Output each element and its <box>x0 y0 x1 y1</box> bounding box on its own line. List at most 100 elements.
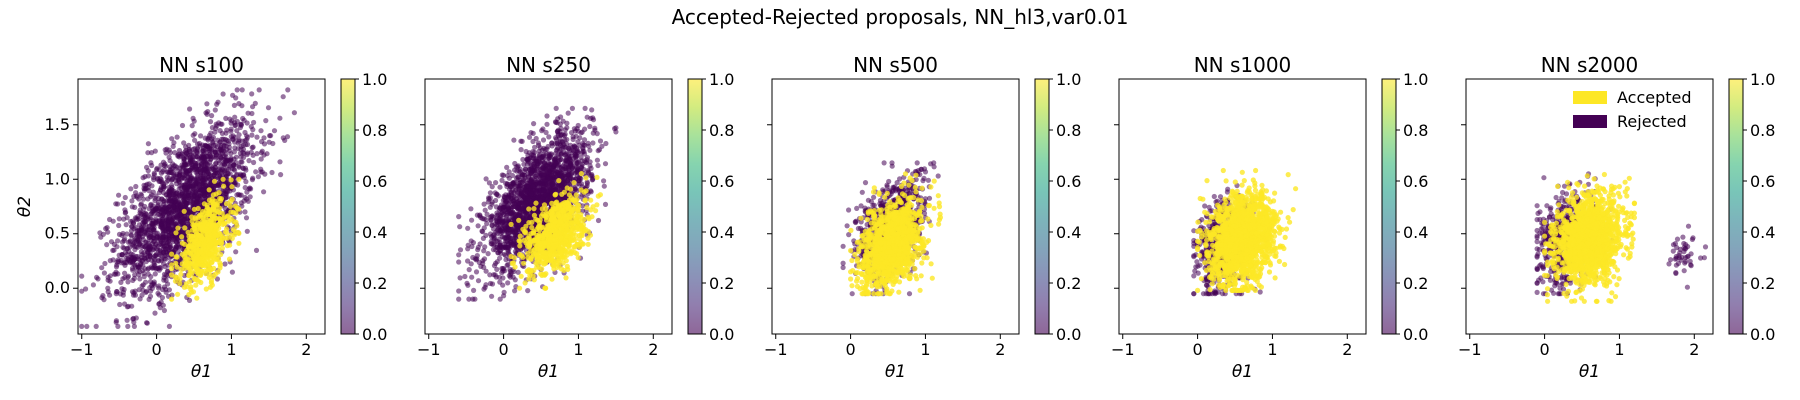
point-rejected <box>228 151 234 157</box>
point-rejected <box>590 117 597 123</box>
point-accepted <box>169 251 175 257</box>
point-rejected <box>104 225 110 231</box>
point-rejected <box>533 158 540 164</box>
point-rejected <box>236 132 242 138</box>
point-rejected <box>147 279 154 285</box>
point-accepted <box>218 251 224 258</box>
point-rejected <box>176 173 182 179</box>
point-rejected <box>232 167 238 173</box>
point-accepted <box>212 243 218 250</box>
point-accepted <box>207 251 213 257</box>
point-rejected <box>258 169 264 175</box>
point-rejected <box>602 161 609 167</box>
point-rejected <box>547 176 553 182</box>
point-rejected <box>205 137 211 143</box>
point-rejected <box>155 212 161 218</box>
point-rejected <box>214 182 220 188</box>
point-rejected <box>143 219 149 225</box>
point-rejected <box>504 164 510 170</box>
point-rejected <box>178 230 184 236</box>
point-rejected <box>187 106 193 112</box>
point-accepted <box>217 262 223 268</box>
point-rejected <box>497 184 503 190</box>
point-rejected <box>572 152 578 158</box>
point-rejected <box>495 250 501 256</box>
point-rejected <box>113 319 119 325</box>
point-accepted <box>220 176 226 182</box>
point-rejected <box>468 261 474 267</box>
point-rejected <box>539 165 545 171</box>
point-rejected <box>465 282 471 288</box>
point-rejected <box>572 143 578 150</box>
point-rejected <box>518 206 524 212</box>
point-rejected <box>262 171 268 177</box>
point-rejected <box>250 152 256 158</box>
point-accepted <box>209 282 215 288</box>
point-rejected <box>562 131 568 137</box>
point-rejected <box>168 166 174 172</box>
point-rejected <box>192 160 198 166</box>
point-rejected <box>183 162 189 168</box>
point-rejected <box>122 194 128 201</box>
point-rejected <box>145 240 151 246</box>
point-rejected <box>507 186 513 192</box>
point-rejected <box>114 289 120 295</box>
point-rejected <box>207 148 213 154</box>
point-rejected <box>515 164 521 170</box>
point-rejected <box>140 175 146 181</box>
point-rejected <box>90 282 96 288</box>
point-rejected <box>233 154 239 160</box>
point-rejected <box>457 224 463 230</box>
point-rejected <box>543 129 549 136</box>
point-accepted <box>169 296 175 302</box>
point-rejected <box>267 133 273 139</box>
point-rejected <box>184 201 190 207</box>
point-rejected <box>251 119 257 126</box>
point-rejected <box>261 189 267 195</box>
point-rejected <box>521 161 527 167</box>
point-rejected <box>574 165 580 171</box>
point-rejected <box>505 280 511 286</box>
point-rejected <box>546 134 552 140</box>
point-rejected <box>132 204 138 210</box>
point-rejected <box>481 225 487 231</box>
point-rejected <box>210 134 216 140</box>
point-rejected <box>569 164 576 170</box>
point-rejected <box>494 210 500 216</box>
point-rejected <box>523 148 529 155</box>
x-tick-label: 2 <box>301 340 311 359</box>
point-rejected <box>527 167 533 173</box>
point-rejected <box>509 210 515 216</box>
point-rejected <box>131 193 137 200</box>
point-rejected <box>481 286 487 292</box>
point-accepted <box>236 240 242 246</box>
point-rejected <box>521 184 527 190</box>
point-rejected <box>491 232 497 238</box>
point-rejected <box>277 115 283 121</box>
point-rejected <box>145 150 151 156</box>
point-rejected <box>501 251 507 257</box>
point-accepted <box>203 213 209 219</box>
point-rejected <box>528 191 535 197</box>
point-rejected <box>153 242 159 248</box>
point-rejected <box>291 110 297 116</box>
point-rejected <box>507 266 513 272</box>
point-rejected <box>259 148 265 154</box>
point-rejected <box>162 161 168 167</box>
point-accepted <box>169 272 175 278</box>
point-rejected <box>526 134 533 140</box>
colorbar-frame <box>340 78 356 335</box>
y-tick-label: 0.0 <box>45 278 70 297</box>
point-accepted <box>207 257 213 263</box>
point-rejected <box>499 220 505 226</box>
point-accepted <box>193 282 199 288</box>
colorbar-tick-label: 1.0 <box>362 70 387 89</box>
point-accepted <box>169 262 175 268</box>
point-rejected <box>253 247 260 253</box>
point-rejected <box>552 168 558 174</box>
point-rejected <box>132 247 138 253</box>
point-rejected <box>501 203 507 209</box>
point-rejected <box>143 182 149 189</box>
point-rejected <box>280 94 286 100</box>
point-rejected <box>511 180 517 186</box>
